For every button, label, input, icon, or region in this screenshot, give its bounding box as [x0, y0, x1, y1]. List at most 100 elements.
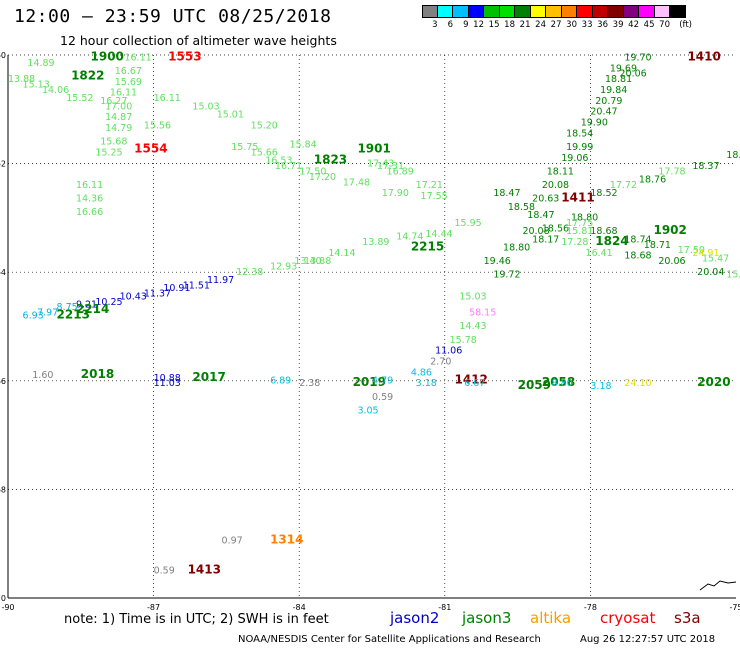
time-label: 1822: [71, 68, 104, 82]
wave-height-label: 19.72: [493, 270, 520, 281]
time-label: 1902: [653, 223, 686, 237]
scale-label: 36: [597, 20, 608, 30]
time-label: 1554: [134, 142, 167, 156]
wave-height-label: 18.17: [532, 234, 559, 245]
wave-height-label: 58.15: [469, 308, 496, 319]
scale-label: 9: [463, 20, 469, 30]
wave-height-label: 13.88: [8, 74, 35, 85]
scale-swatch: [530, 5, 546, 18]
time-label: 2018: [81, 367, 114, 381]
wave-height-label: 3.05: [357, 405, 378, 416]
scale-label: 27: [550, 20, 562, 30]
wave-height-label: 2.38: [299, 378, 320, 389]
credit-text: NOAA/NESDIS Center for Satellite Applica…: [238, 634, 541, 645]
wave-height-label: 17.72: [610, 180, 637, 191]
wave-height-label: 16.67: [115, 66, 142, 77]
time-label: 2020: [697, 375, 730, 389]
wave-height-label: 19.90: [581, 118, 608, 129]
scale-label: 42: [628, 20, 639, 30]
legend-s3a: s3a: [674, 609, 701, 627]
scale-label: 70: [659, 20, 670, 30]
wave-height-label: 14.89: [27, 58, 54, 69]
time-label: 1412: [455, 373, 488, 387]
wave-height-label: 0.59: [372, 392, 393, 403]
scale-swatch: [437, 5, 453, 18]
wave-height-label: 15.13: [23, 80, 50, 91]
wave-height-label: 13.40: [294, 256, 321, 267]
wave-height-label: 15.56: [144, 120, 171, 131]
wave-height-label: 18.80: [571, 213, 598, 224]
time-label: 2213: [57, 307, 90, 321]
scale-swatch: [654, 5, 670, 18]
time-label: 2059: [518, 378, 551, 392]
wave-height-label: 17.55: [421, 191, 448, 202]
legend-jason3: jason3: [462, 609, 512, 627]
lat-tick-label: -70: [0, 594, 6, 603]
wave-height-label: 19.99: [566, 142, 593, 153]
wave-height-label: 13.89: [362, 237, 389, 248]
scale-swatch: [499, 5, 515, 18]
wave-height-label: 4.79: [372, 376, 393, 387]
wave-height-label: 17.00: [105, 101, 132, 112]
lat-tick-label: -62: [0, 160, 6, 169]
wave-height-label: 18.52: [590, 188, 617, 199]
wave-height-label: 20.04: [697, 267, 724, 278]
scale-label: 33: [581, 20, 593, 30]
wave-height-label: 4.86: [411, 367, 432, 378]
wave-height-label: 15.75: [231, 142, 258, 153]
wave-height-label: 16.41: [586, 248, 613, 259]
time-label: 1411: [561, 191, 594, 205]
wave-height-label: 13.88: [304, 256, 331, 267]
wave-height-label: 11.03: [154, 378, 181, 389]
wave-height-label: 16.53: [265, 156, 292, 167]
wave-height-label: 18.80: [503, 242, 530, 253]
wave-height-label: 10.91: [163, 283, 190, 294]
scale-swatch: [561, 5, 577, 18]
legend-cryosat: cryosat: [600, 609, 656, 627]
scale-swatch: [484, 5, 500, 18]
wave-height-label: 15.68: [100, 137, 127, 148]
time-label: 1314: [270, 533, 303, 547]
wave-height-label: 6.93: [23, 310, 44, 321]
wave-height-label: 10.43: [120, 291, 147, 302]
wave-height-label: 15.52: [66, 93, 93, 104]
wave-height-label: 15.66: [251, 147, 278, 158]
wave-height-label: 17.48: [343, 177, 370, 188]
wave-height-label: 19.06: [561, 153, 588, 164]
scale-swatch: [639, 5, 655, 18]
wave-height-label: 2.70: [430, 357, 451, 368]
wave-height-label: 16.11: [154, 93, 181, 104]
time-label: 2019: [353, 375, 386, 389]
wave-height-label: 20.06: [658, 256, 685, 267]
lon-tick-label: -78: [584, 603, 597, 612]
time-label: 1823: [314, 153, 347, 167]
time-label: 1900: [91, 49, 124, 63]
wave-height-label: 3.18: [590, 381, 611, 392]
wave-height-label: 15.47: [702, 253, 729, 264]
wave-height-label: 20.79: [595, 96, 622, 107]
lat-tick-label: -64: [0, 268, 6, 277]
wave-height-label: 18.47: [493, 188, 520, 199]
wave-height-label: 9.21: [76, 299, 97, 310]
scale-label: 12: [473, 20, 484, 30]
legend-altika: altika: [530, 609, 572, 627]
page-title: 12:00 – 23:59 UTC 08/25/2018: [14, 6, 332, 27]
scale-label: 45: [643, 20, 655, 30]
wave-height-label: 19.69: [610, 63, 637, 74]
wave-height-label: 6.67: [464, 378, 485, 389]
color-scale: 3 6 9 12 15 18 21 24 27 30 33 36 39 42 45 70 (ft): [422, 5, 692, 30]
scale-label: 6: [447, 20, 453, 30]
wave-height-label: 15.20: [251, 120, 278, 131]
wave-height-label: 0.97: [222, 536, 243, 547]
lat-tick-label: -60: [0, 51, 6, 60]
scale-label: 18: [504, 20, 515, 30]
wave-height-label: 18.71: [644, 240, 671, 251]
legend-jason2: jason2: [390, 609, 440, 627]
scale-swatch: [468, 5, 484, 18]
wave-height-label: 15.28: [726, 270, 740, 281]
wave-height-label: 17.50: [678, 245, 705, 256]
wave-height-label: 15.95: [455, 218, 482, 229]
wave-height-label: 11.06: [435, 346, 462, 357]
wave-height-label: 18.68: [624, 251, 651, 262]
